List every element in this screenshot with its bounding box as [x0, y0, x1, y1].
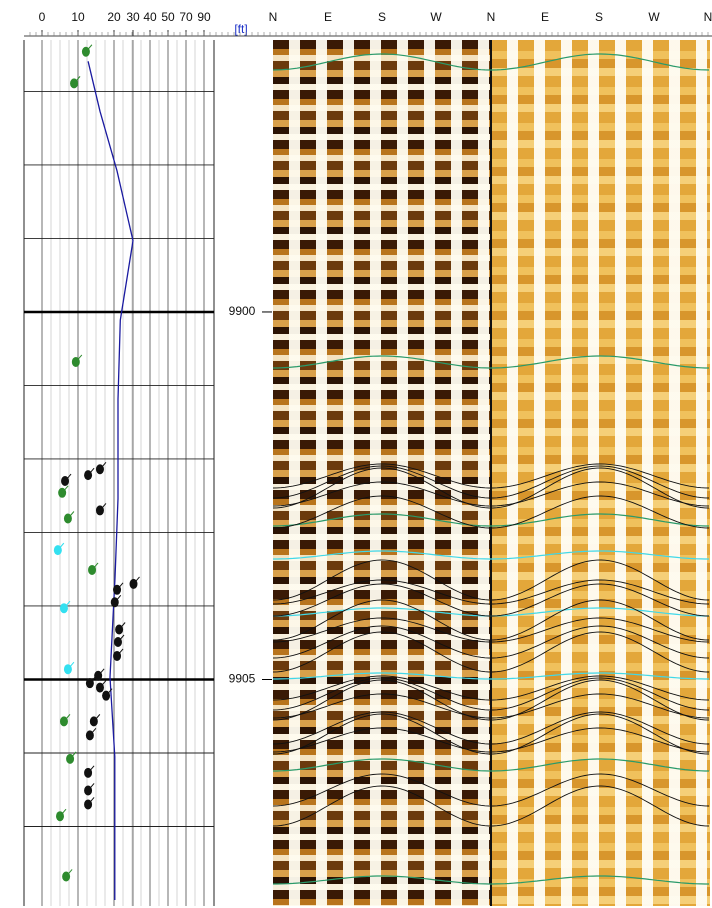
sinusoid	[272, 481, 710, 507]
sinusoid	[272, 693, 710, 719]
tadpole	[110, 597, 119, 608]
image-track-dynamic	[273, 40, 491, 906]
x-tick-label: 20	[107, 10, 121, 24]
sinusoid	[272, 495, 710, 529]
tadpole	[62, 871, 71, 882]
x-tick-label: 40	[143, 10, 157, 24]
trend-curve	[87, 61, 134, 900]
tadpole	[61, 476, 70, 487]
tadpole	[66, 753, 75, 764]
x-tick-label: 50	[161, 10, 175, 24]
tadpole	[85, 730, 94, 741]
tadpole	[85, 678, 94, 689]
sinusoid	[272, 773, 710, 807]
tadpole	[84, 470, 93, 481]
sinusoid	[272, 599, 710, 641]
sinusoid	[272, 625, 710, 659]
sinusoid	[272, 559, 710, 601]
depth-label: 9905	[229, 672, 256, 686]
compass-label: E	[541, 10, 549, 24]
tadpole	[113, 584, 122, 595]
sinusoid	[272, 579, 710, 605]
tadpole	[89, 716, 98, 727]
x-tick-label: 90	[197, 10, 211, 24]
tadpole	[59, 716, 68, 727]
sinusoid	[272, 617, 710, 643]
sinusoid	[272, 679, 710, 721]
sinusoid	[272, 631, 710, 673]
sinusoid	[272, 785, 710, 827]
tadpole	[84, 799, 93, 810]
tadpole	[59, 603, 68, 614]
depth-label: 9900	[229, 304, 256, 318]
sinusoid	[272, 467, 710, 509]
tadpole	[71, 356, 80, 367]
tadpole	[102, 690, 111, 701]
sinusoid	[272, 675, 710, 701]
tadpole	[58, 487, 67, 498]
compass-label: N	[704, 10, 712, 24]
depth-unit: [ft]	[234, 22, 247, 36]
compass-label: E	[324, 10, 332, 24]
tadpole	[63, 664, 72, 675]
tadpole	[94, 670, 103, 681]
tadpole	[113, 650, 122, 661]
tadpole	[81, 46, 90, 57]
tadpole	[113, 637, 122, 647]
sinusoid	[273, 875, 709, 885]
tadpole	[84, 785, 93, 796]
compass-label: N	[487, 10, 496, 24]
tadpole	[95, 505, 104, 516]
sinusoid	[273, 550, 709, 560]
x-tick-label: 0	[39, 10, 46, 24]
sinusoid	[272, 465, 710, 499]
tadpole	[56, 811, 64, 822]
compass-label: N	[269, 10, 278, 24]
tadpole	[95, 682, 104, 693]
x-tick-label: 70	[179, 10, 193, 24]
header	[0, 0, 712, 40]
compass-label: S	[378, 10, 386, 24]
sinusoid	[273, 758, 709, 772]
compass-label: S	[595, 10, 603, 24]
tadpole	[84, 767, 93, 778]
x-tick-label: 30	[126, 10, 140, 24]
tadpole	[129, 578, 138, 589]
sinusoid	[272, 583, 710, 617]
tadpole	[88, 564, 97, 575]
sinusoid	[272, 711, 710, 745]
image-track-static	[491, 40, 710, 906]
tadpole	[63, 513, 72, 524]
compass-label: W	[648, 10, 660, 24]
compass-label: W	[430, 10, 442, 24]
sinusoid	[272, 463, 710, 489]
tadpole	[70, 78, 79, 89]
tadpole	[95, 464, 104, 475]
sinusoid	[272, 727, 710, 753]
x-tick-label: 10	[71, 10, 85, 24]
sinusoid	[272, 677, 710, 711]
sinusoid	[272, 713, 710, 755]
tadpole	[53, 545, 62, 556]
sinusoid	[273, 672, 709, 680]
sinusoid	[272, 53, 710, 71]
sinusoid	[273, 355, 709, 369]
tadpole	[115, 624, 124, 635]
sinusoid	[273, 513, 709, 527]
